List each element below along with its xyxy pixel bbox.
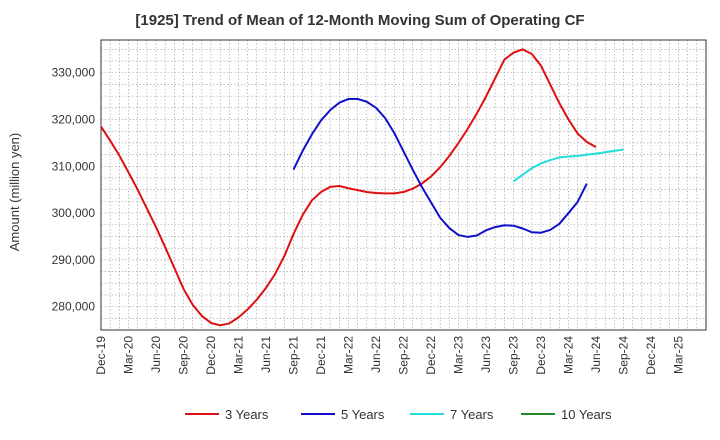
x-tick-label: Dec-23	[534, 336, 548, 375]
x-tick-label: Mar-25	[672, 336, 686, 374]
x-tick-label: Mar-22	[342, 336, 356, 374]
legend: 3 Years 5 Years 7 Years 10 Years	[185, 407, 612, 422]
x-tick-label: Dec-21	[314, 336, 328, 375]
plot-area: 280,000 290,000 300,000 310,000 320,000 330,0…	[52, 39, 707, 375]
x-tick-label: Sep-22	[397, 336, 411, 375]
legend-label-3-years: 3 Years	[225, 407, 269, 422]
y-tick-label: 290,000	[52, 253, 96, 267]
series-line-7-years	[512, 148, 624, 183]
x-tick-label: Jun-23	[479, 336, 493, 373]
series-line-3-years	[100, 48, 597, 327]
x-tick-label: Mar-23	[452, 336, 466, 374]
y-axis-label: Amount (million yen)	[7, 133, 22, 252]
x-tick-label: Jun-22	[369, 336, 383, 373]
x-tick-label: Sep-20	[177, 336, 191, 375]
plot-border	[100, 39, 707, 331]
y-tick-label: 280,000	[52, 300, 96, 314]
x-tick-label: Jun-20	[149, 336, 163, 373]
chart-title: [1925] Trend of Mean of 12-Month Moving …	[135, 12, 584, 29]
x-tick-label: Dec-20	[204, 336, 218, 375]
legend-label-10-years: 10 Years	[561, 407, 612, 422]
y-tick-label: 310,000	[52, 159, 96, 173]
x-tick-label: Mar-21	[232, 336, 246, 374]
x-tick-label: Dec-22	[424, 336, 438, 375]
x-tick-label: Jun-24	[589, 336, 603, 373]
legend-label-5-years: 5 Years	[341, 407, 385, 422]
series-line-5-years	[292, 97, 588, 238]
x-tick-label: Sep-24	[617, 336, 631, 375]
y-tick-label: 320,000	[52, 113, 96, 127]
y-tick-label: 330,000	[52, 66, 96, 80]
x-tick-label: Dec-24	[644, 336, 658, 375]
legend-label-7-years: 7 Years	[450, 407, 494, 422]
y-tick-label: 300,000	[52, 206, 96, 220]
x-tick-label: Mar-20	[122, 336, 136, 374]
x-tick-label: Mar-24	[562, 336, 576, 374]
x-tick-label: Dec-19	[94, 336, 108, 375]
x-tick-label: Sep-23	[507, 336, 521, 375]
x-tick-label: Sep-21	[287, 336, 301, 375]
x-tick-label: Jun-21	[259, 336, 273, 373]
